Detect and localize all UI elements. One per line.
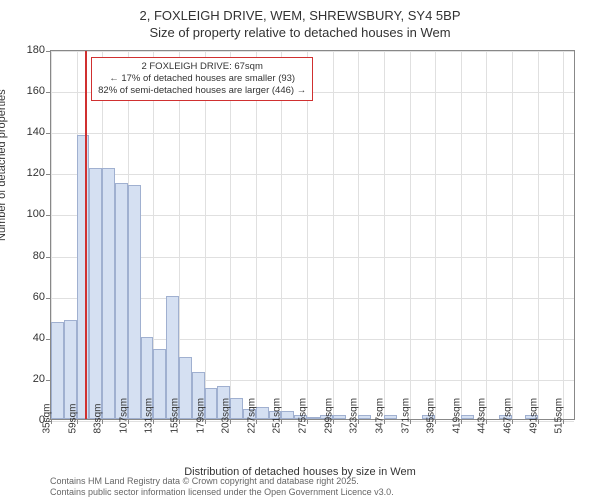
- y-tick-label: 100: [15, 208, 45, 220]
- chart-area: 2 FOXLEIGH DRIVE: 67sqm← 17% of detached…: [50, 50, 575, 420]
- y-tick-label: 60: [15, 291, 45, 303]
- histogram-bar: [333, 415, 346, 419]
- y-tick-label: 140: [15, 126, 45, 138]
- histogram-bar: [51, 322, 64, 419]
- y-tick-label: 120: [15, 167, 45, 179]
- histogram-bar: [89, 168, 102, 419]
- gridline-v: [563, 51, 564, 419]
- chart-title-block: 2, FOXLEIGH DRIVE, WEM, SHREWSBURY, SY4 …: [0, 0, 600, 42]
- y-axis-label: Number of detached properties: [0, 89, 8, 241]
- title-line-2: Size of property relative to detached ho…: [0, 25, 600, 42]
- y-tick-label: 40: [15, 332, 45, 344]
- annotation-line: 2 FOXLEIGH DRIVE: 67sqm: [98, 61, 306, 73]
- gridline-v: [461, 51, 462, 419]
- y-tick-label: 80: [15, 250, 45, 262]
- plot-region: 2 FOXLEIGH DRIVE: 67sqm← 17% of detached…: [51, 51, 574, 419]
- gridline-v: [205, 51, 206, 419]
- histogram-bar: [128, 185, 141, 419]
- histogram-bar: [230, 398, 243, 419]
- annotation-line: ← 17% of detached houses are smaller (93…: [98, 73, 306, 85]
- gridline-v: [435, 51, 436, 419]
- histogram-bar: [358, 415, 371, 419]
- reference-line: [85, 51, 87, 419]
- histogram-bar: [153, 349, 166, 419]
- y-tick-label: 160: [15, 85, 45, 97]
- gridline-h: [51, 133, 574, 134]
- histogram-bar: [205, 388, 218, 419]
- title-line-1: 2, FOXLEIGH DRIVE, WEM, SHREWSBURY, SY4 …: [0, 8, 600, 25]
- footer: Contains HM Land Registry data © Crown c…: [50, 476, 394, 498]
- histogram-bar: [461, 415, 474, 419]
- histogram-bar: [307, 417, 320, 419]
- histogram-bar: [256, 407, 269, 419]
- footer-line-1: Contains HM Land Registry data © Crown c…: [50, 476, 394, 487]
- histogram-bar: [384, 415, 397, 419]
- gridline-h: [51, 51, 574, 52]
- gridline-h: [51, 174, 574, 175]
- gridline-v: [256, 51, 257, 419]
- gridline-v: [307, 51, 308, 419]
- histogram-bar: [102, 168, 115, 419]
- histogram-bar: [115, 183, 128, 419]
- gridline-v: [512, 51, 513, 419]
- y-tick-label: 180: [15, 44, 45, 56]
- footer-line-2: Contains public sector information licen…: [50, 487, 394, 498]
- gridline-v: [486, 51, 487, 419]
- gridline-v: [281, 51, 282, 419]
- annotation-box: 2 FOXLEIGH DRIVE: 67sqm← 17% of detached…: [91, 57, 313, 101]
- gridline-v: [333, 51, 334, 419]
- y-tick-label: 20: [15, 373, 45, 385]
- histogram-bar: [77, 135, 90, 419]
- gridline-v: [538, 51, 539, 419]
- histogram-bar: [179, 357, 192, 419]
- annotation-line: 82% of semi-detached houses are larger (…: [98, 85, 306, 97]
- y-tick-label: 0: [15, 414, 45, 426]
- gridline-v: [410, 51, 411, 419]
- gridline-v: [358, 51, 359, 419]
- histogram-bar: [281, 411, 294, 419]
- gridline-v: [230, 51, 231, 419]
- gridline-v: [384, 51, 385, 419]
